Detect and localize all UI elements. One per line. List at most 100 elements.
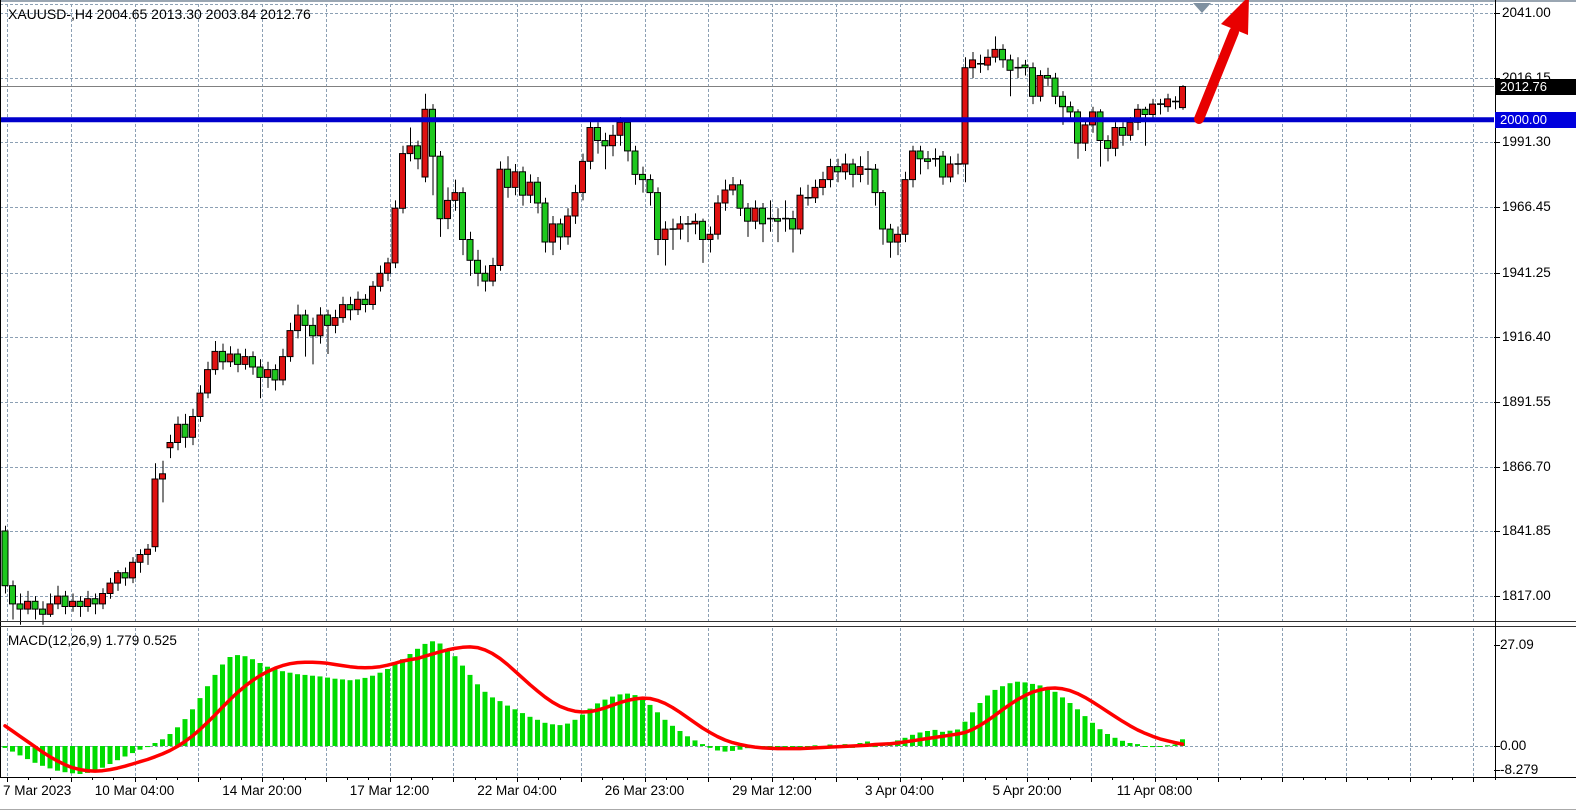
macd-histogram-bar: [677, 731, 683, 746]
macd-histogram-bar: [827, 744, 833, 746]
macd-histogram-bar: [542, 722, 548, 746]
bear-candle: [871, 168, 879, 194]
bull-candle: [796, 194, 804, 230]
macd-histogram-bar: [580, 714, 585, 746]
macd-histogram-bar: [340, 679, 345, 746]
time-axis-label: 29 Mar 12:00: [732, 783, 812, 798]
macd-histogram-bar: [1067, 703, 1073, 746]
macd-histogram-bar: [265, 666, 270, 746]
bear-candle: [31, 600, 39, 610]
bull-candle: [316, 314, 324, 337]
bear-candle: [534, 181, 541, 204]
macd-histogram-bar: [497, 701, 503, 746]
bull-candle: [339, 304, 346, 319]
macd-histogram-bar: [182, 719, 188, 746]
bear-candle: [699, 220, 706, 241]
macd-histogram-bar: [385, 669, 390, 746]
bull-candle: [264, 369, 271, 378]
macd-histogram-bar: [535, 719, 540, 746]
macd-histogram-bar: [1030, 683, 1035, 746]
macd-histogram-bar: [947, 730, 953, 746]
macd-histogram-bar: [572, 719, 578, 746]
bull-candle: [24, 600, 31, 610]
macd-histogram-bar: [430, 641, 435, 746]
macd-histogram-bar: [1097, 729, 1103, 746]
bear-candle: [834, 166, 841, 173]
bull-candle: [286, 330, 294, 358]
bull-candle: [354, 298, 361, 311]
arrow-head: [1221, 0, 1249, 35]
macd-histogram-bar: [445, 648, 450, 746]
chart-shift-marker-icon[interactable]: [1193, 3, 1211, 13]
bull-candle: [391, 207, 399, 264]
top-border: [0, 0, 1576, 2]
bear-candle: [121, 572, 129, 579]
bull-candle: [204, 369, 211, 394]
bull-candle: [1164, 98, 1171, 108]
macd-scale-label: 27.09: [1500, 637, 1534, 652]
macd-histogram-bar: [730, 746, 735, 751]
bull-candle: [451, 192, 459, 201]
macd-histogram-bar: [1120, 740, 1125, 746]
macd-histogram-bar: [212, 674, 218, 746]
macd-histogram-bar: [490, 697, 495, 746]
bear-candle: [601, 140, 609, 147]
macd-histogram-bar: [1090, 722, 1095, 746]
level-price-badge: 2000.00: [1495, 112, 1576, 128]
bear-candle: [361, 298, 369, 305]
bull-candle: [174, 423, 181, 443]
bear-candle: [1141, 108, 1149, 116]
macd-histogram-bar: [317, 676, 323, 746]
macd-histogram-bar: [145, 746, 150, 748]
macd-histogram-bar: [250, 659, 255, 746]
bear-candle: [849, 163, 856, 175]
macd-histogram-bar: [197, 698, 203, 746]
macd-histogram-bar: [992, 689, 998, 746]
price-axis-label: 1866.70: [1502, 459, 1551, 474]
bear-candle: [631, 150, 639, 175]
bear-candle: [256, 366, 264, 378]
bear-candle: [271, 369, 279, 381]
up-trend-arrow[interactable]: [1194, 0, 1249, 124]
bear-candle: [39, 608, 46, 615]
macd-histogram-bar: [377, 672, 383, 746]
macd-histogram-bar: [812, 745, 818, 747]
bear-candle: [219, 350, 226, 363]
macd-histogram-bar: [482, 691, 488, 746]
bull-candle: [721, 189, 729, 204]
macd-histogram-bar: [1022, 682, 1028, 746]
bull-candle: [489, 265, 496, 282]
bull-candle: [226, 353, 234, 363]
macd-histogram-bar: [475, 684, 480, 746]
bull-candle: [159, 473, 166, 480]
macd-histogram-bar: [92, 746, 98, 771]
bull-candle: [166, 442, 174, 449]
macd-histogram-bar: [1165, 745, 1170, 747]
macd-histogram-bar: [415, 648, 420, 746]
macd-histogram-bar: [775, 746, 780, 748]
macd-histogram-bar: [347, 680, 353, 746]
macd-histogram-bar: [505, 705, 510, 746]
macd-histogram-bar: [257, 663, 263, 746]
macd-histogram-bar: [175, 727, 180, 746]
bull-candle: [616, 121, 624, 136]
bear-candle: [916, 150, 924, 160]
macd-histogram-bar: [797, 746, 803, 748]
macd-histogram-bar: [10, 746, 15, 752]
bear-candle: [234, 353, 241, 365]
bull-candle: [511, 171, 519, 188]
macd-histogram-bar: [1082, 716, 1088, 746]
bull-candle: [151, 478, 159, 548]
macd-histogram-bar: [55, 746, 60, 771]
macd-scale-label: 0.00: [1500, 738, 1527, 753]
macd-histogram-bar: [1127, 743, 1133, 746]
macd-histogram-bar: [1172, 744, 1178, 746]
macd-histogram-bar: [122, 746, 128, 757]
macd-histogram-bar: [632, 695, 638, 746]
bear-candle: [654, 192, 661, 241]
macd-histogram-bar: [77, 746, 83, 774]
macd-histogram-bar: [1000, 686, 1005, 746]
macd-histogram-bar: [685, 736, 690, 746]
macd-histogram-bar: [587, 708, 593, 746]
